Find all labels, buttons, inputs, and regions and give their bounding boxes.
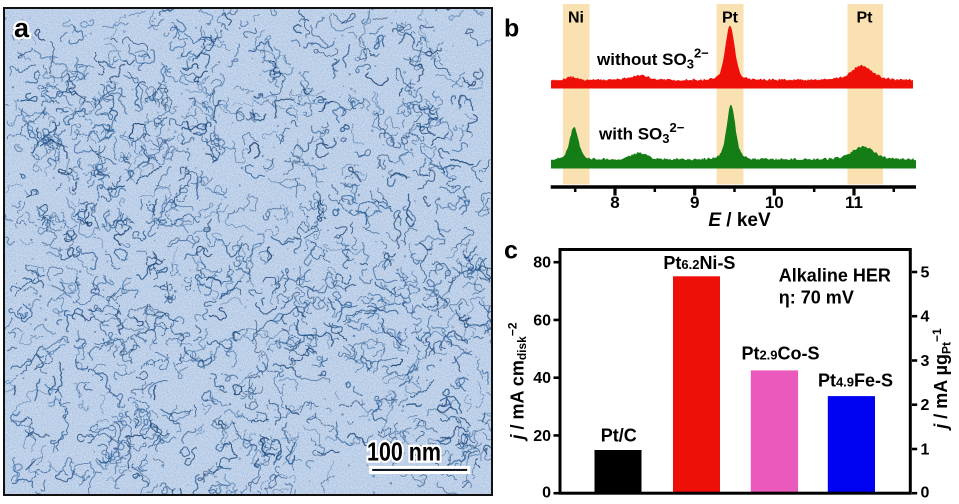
svg-text:5: 5 (921, 264, 930, 281)
svg-text:0: 0 (921, 485, 930, 502)
svg-text:Pt: Pt (857, 9, 874, 26)
svg-text:3: 3 (921, 353, 930, 370)
svg-text:c: c (504, 236, 518, 264)
svg-text:Pt: Pt (722, 9, 739, 26)
svg-text:80: 80 (533, 255, 551, 272)
svg-text:j / mA µgPt−1: j / mA µgPt−1 (930, 328, 954, 431)
svg-text:Pt4.9Fe-S: Pt4.9Fe-S (818, 370, 893, 390)
svg-text:Pt/C: Pt/C (601, 426, 637, 446)
svg-text:with SO32−: with SO32− (598, 120, 685, 146)
svg-text:11: 11 (845, 193, 863, 212)
svg-text:40: 40 (533, 370, 551, 387)
svg-text:4: 4 (921, 309, 930, 326)
svg-text:100 nm: 100 nm (367, 437, 441, 467)
svg-text:8: 8 (610, 193, 619, 212)
svg-text:Pt6.2Ni-S: Pt6.2Ni-S (663, 253, 735, 273)
svg-text:1: 1 (921, 441, 930, 458)
svg-text:9: 9 (690, 193, 699, 212)
svg-text:60: 60 (533, 312, 551, 329)
svg-text:Ni: Ni (568, 9, 584, 26)
svg-text:Pt2.9Co-S: Pt2.9Co-S (741, 343, 819, 363)
svg-text:a: a (14, 13, 30, 43)
svg-text:b: b (504, 15, 519, 43)
svg-text:2: 2 (921, 397, 930, 414)
svg-text:j / mA cmdisk−2: j / mA cmdisk−2 (505, 322, 529, 441)
svg-text:Alkaline HER: Alkaline HER (779, 265, 891, 285)
svg-text:10: 10 (765, 193, 784, 212)
svg-text:0: 0 (542, 485, 551, 502)
svg-text:20: 20 (533, 428, 551, 445)
svg-text:E / keV: E / keV (708, 210, 771, 231)
svg-text:without SO32−: without SO32− (596, 46, 709, 72)
svg-text:η: 70 mV: η: 70 mV (779, 287, 854, 307)
